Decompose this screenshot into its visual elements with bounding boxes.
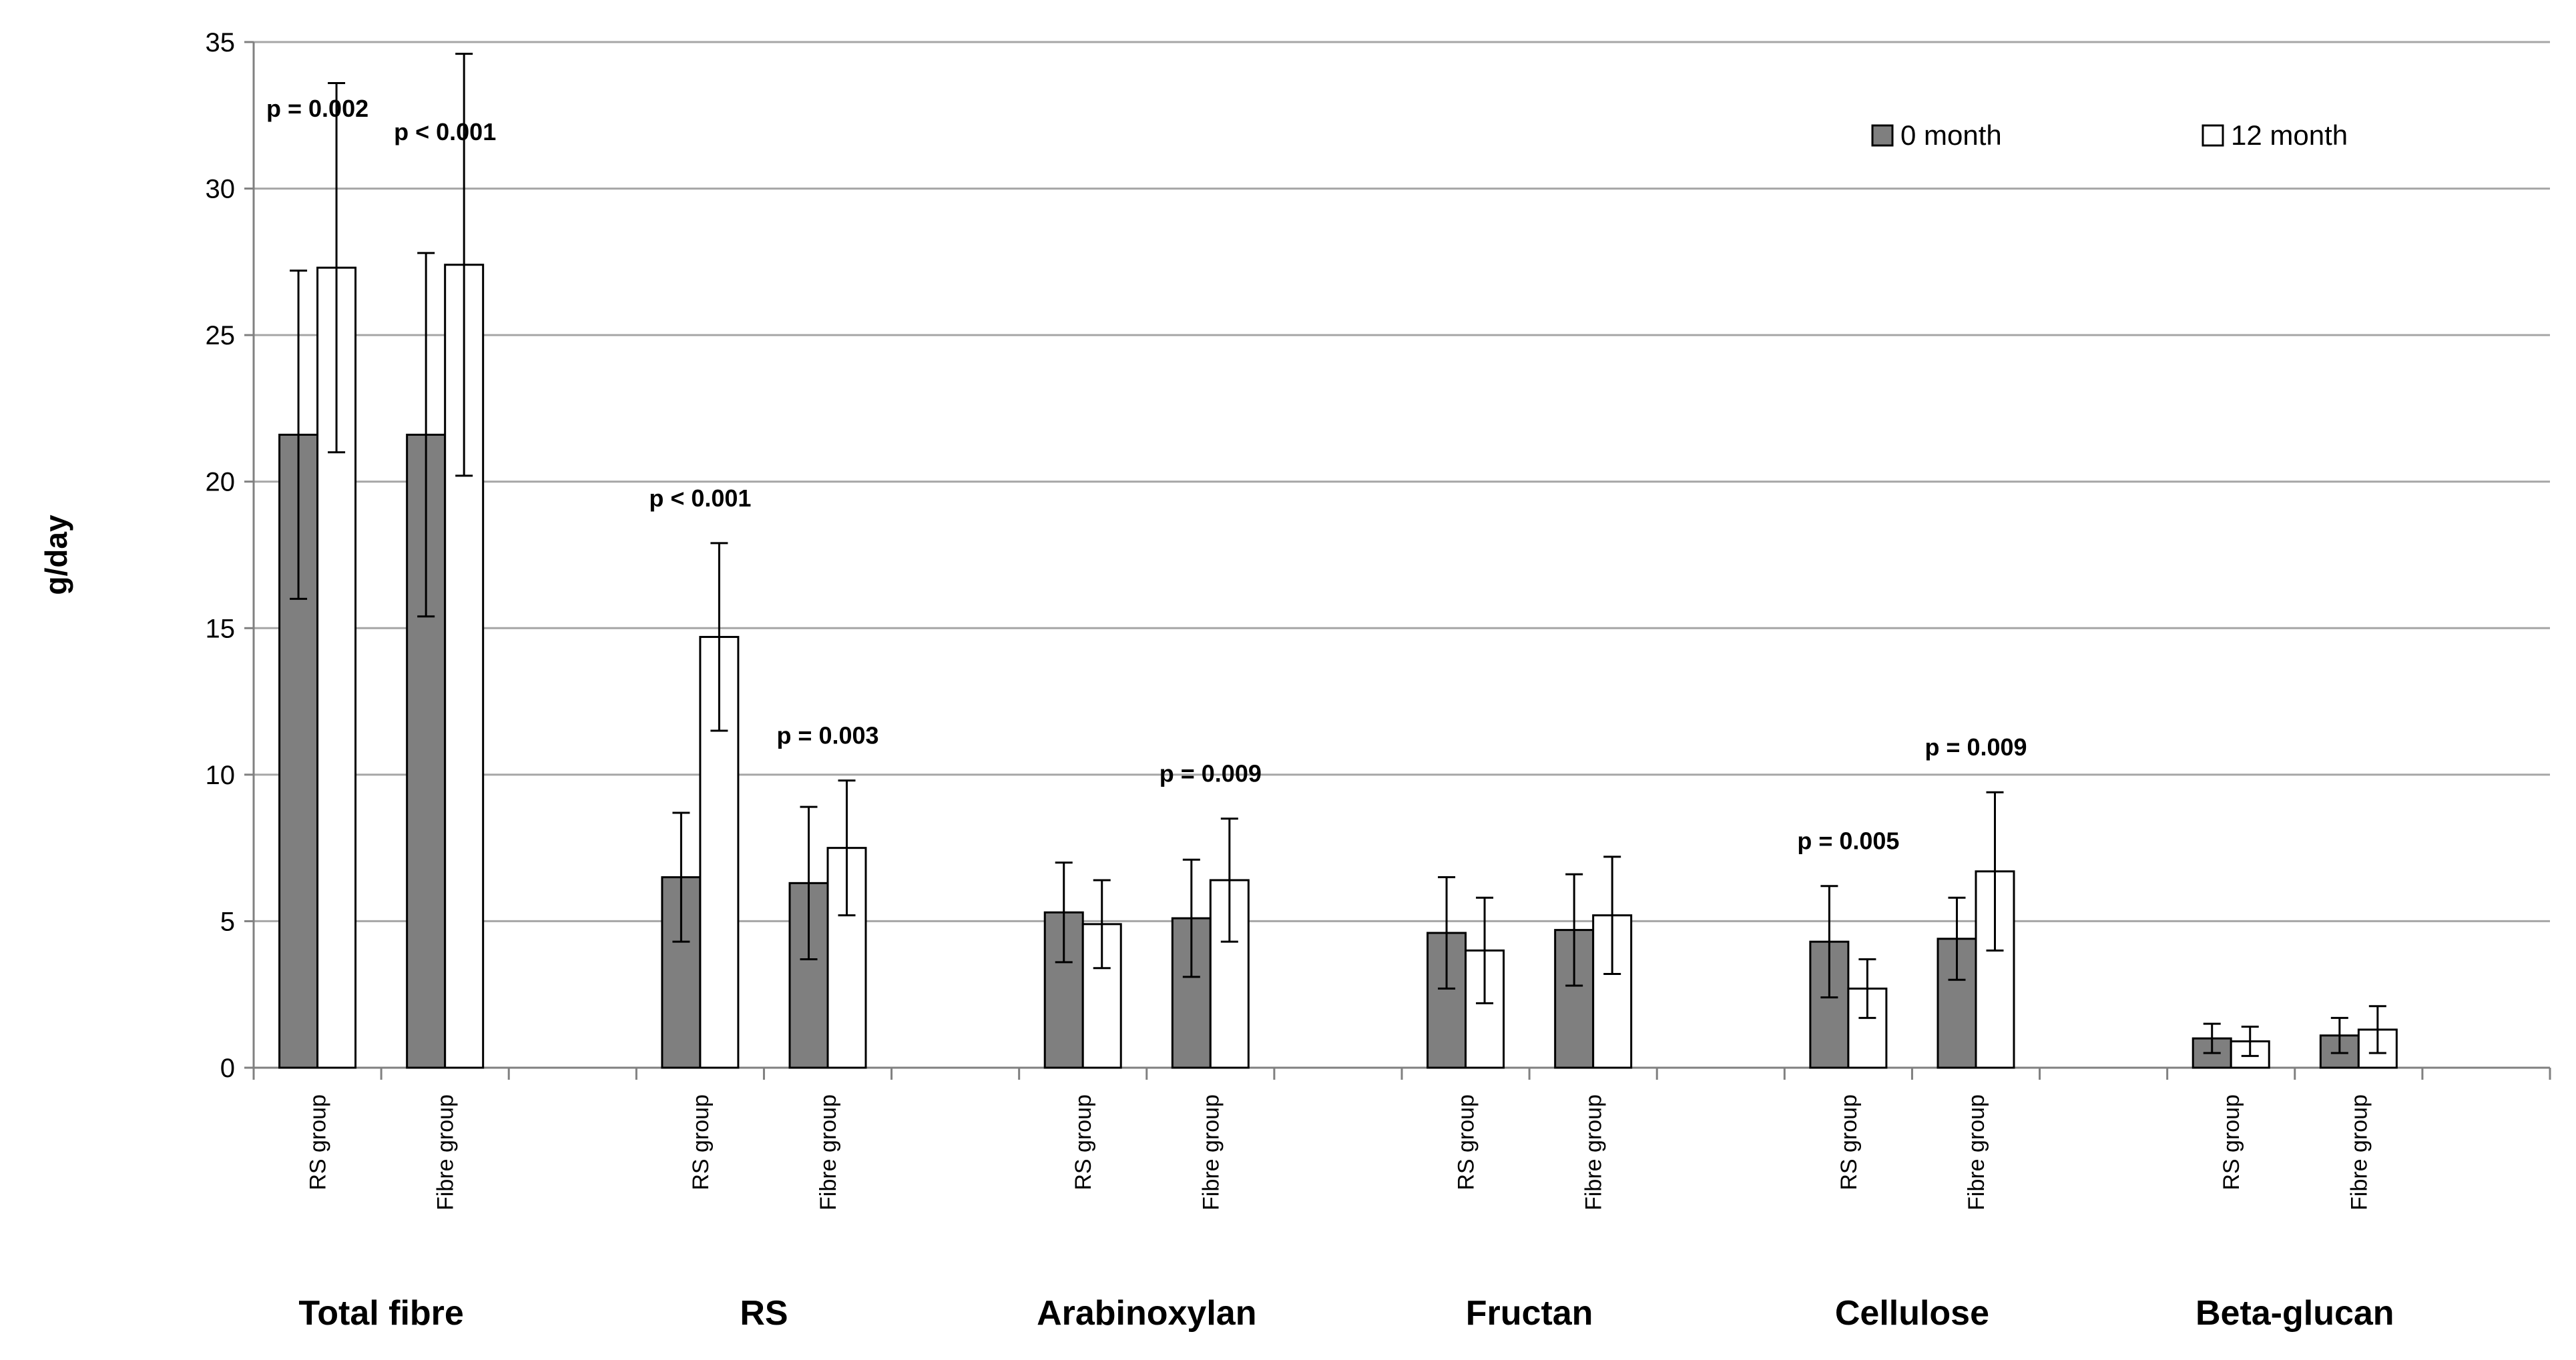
bar-12-month bbox=[826, 847, 867, 1069]
p-value-annotation: p = 0.003 bbox=[776, 722, 878, 749]
group-label: Beta-glucan bbox=[2196, 1294, 2394, 1333]
p-value-annotation: p = 0.005 bbox=[1797, 827, 1899, 855]
legend-swatch-0-month bbox=[1871, 124, 1894, 147]
y-tick-label: 15 bbox=[206, 614, 236, 643]
x-category-label: Fibre group bbox=[816, 1094, 841, 1211]
p-value-annotation: p < 0.001 bbox=[394, 118, 496, 145]
x-category-label: RS group bbox=[306, 1094, 331, 1191]
p-value-annotation: p = 0.002 bbox=[266, 95, 368, 122]
group-label: Total fibre bbox=[298, 1294, 463, 1333]
x-category-label: Fibre group bbox=[2346, 1094, 2372, 1211]
x-category-label: Fibre group bbox=[1581, 1094, 1607, 1211]
legend-label: 0 month bbox=[1900, 119, 2002, 151]
y-tick-label: 5 bbox=[220, 907, 235, 936]
x-category-label: RS group bbox=[2219, 1094, 2244, 1191]
y-tick-label: 0 bbox=[220, 1054, 235, 1083]
group-label: Arabinoxylan bbox=[1037, 1294, 1256, 1333]
y-tick-label: 10 bbox=[206, 761, 236, 790]
y-tick-label: 30 bbox=[206, 175, 236, 204]
p-value-annotation: p < 0.001 bbox=[649, 484, 751, 512]
x-category-label: Fibre group bbox=[1198, 1094, 1224, 1211]
legend-swatch-12-month bbox=[2202, 124, 2224, 147]
y-axis-title: g/day bbox=[39, 515, 73, 595]
p-value-annotation: p = 0.009 bbox=[1924, 733, 2027, 761]
y-tick-label: 25 bbox=[206, 321, 236, 350]
x-category-label: RS group bbox=[1836, 1094, 1862, 1191]
group-label: RS bbox=[740, 1294, 788, 1333]
x-category-label: Fibre group bbox=[1964, 1094, 1989, 1211]
group-label: Cellulose bbox=[1835, 1294, 1989, 1333]
x-category-label: RS group bbox=[1071, 1094, 1096, 1191]
y-tick-label: 35 bbox=[206, 28, 236, 57]
y-tick-label: 20 bbox=[206, 468, 236, 497]
x-category-label: Fibre group bbox=[433, 1094, 459, 1211]
x-category-label: RS group bbox=[688, 1094, 714, 1191]
group-label: Fructan bbox=[1466, 1294, 1593, 1333]
legend-label: 12 month bbox=[2231, 119, 2348, 151]
x-category-label: RS group bbox=[1454, 1094, 1479, 1191]
p-value-annotation: p = 0.009 bbox=[1160, 760, 1262, 787]
